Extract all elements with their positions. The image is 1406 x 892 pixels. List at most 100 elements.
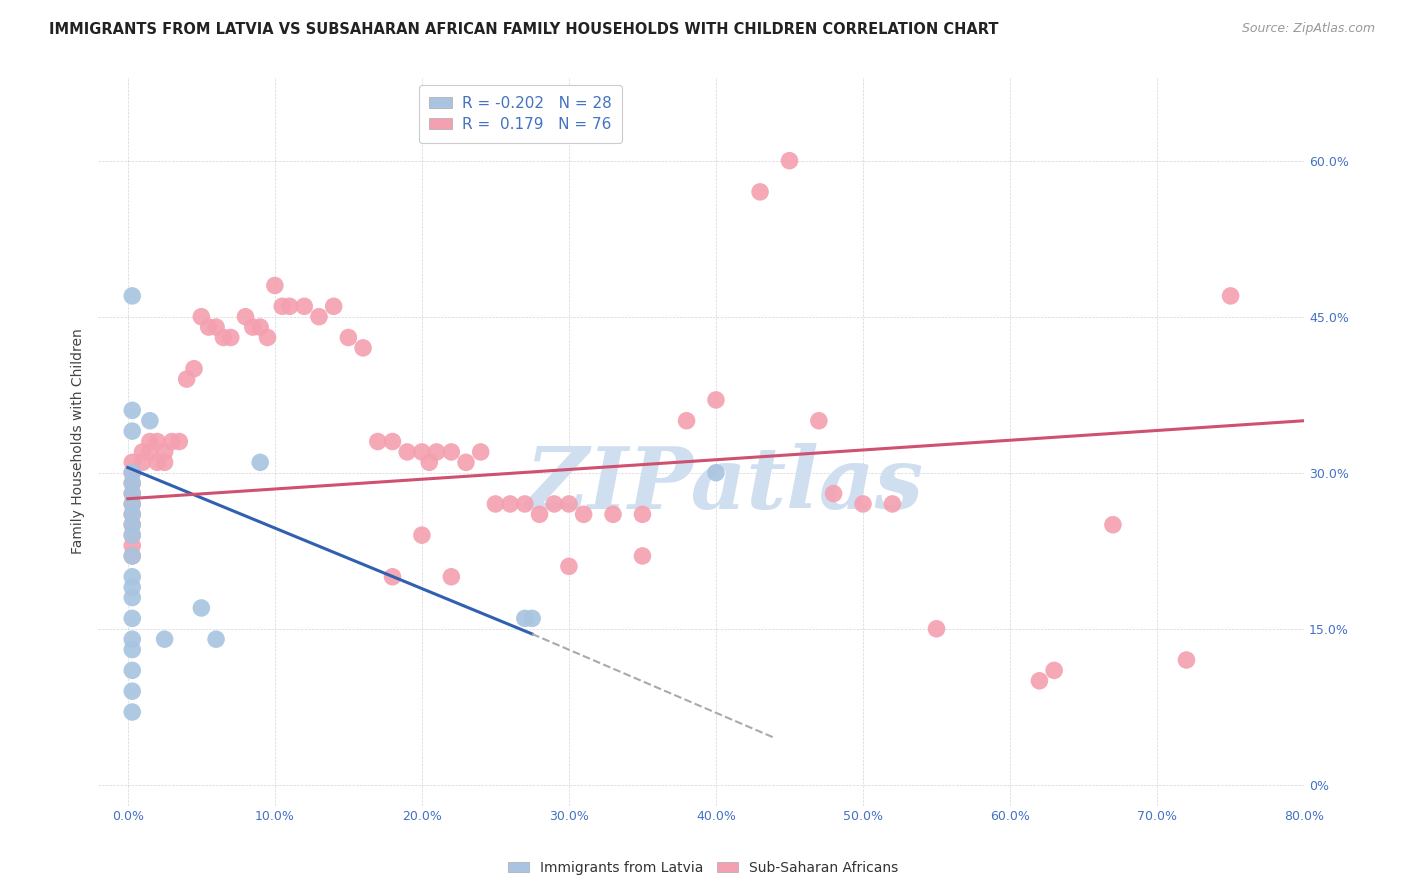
Point bbox=[190, 310, 212, 324]
Point bbox=[807, 414, 830, 428]
Point bbox=[1043, 664, 1066, 678]
Point bbox=[1219, 289, 1241, 303]
Point bbox=[263, 278, 285, 293]
Point bbox=[121, 403, 143, 417]
Point bbox=[499, 497, 522, 511]
Point bbox=[367, 434, 389, 449]
Point bbox=[1028, 673, 1050, 688]
Point bbox=[1175, 653, 1198, 667]
Point bbox=[160, 434, 183, 449]
Text: IMMIGRANTS FROM LATVIA VS SUBSAHARAN AFRICAN FAMILY HOUSEHOLDS WITH CHILDREN COR: IMMIGRANTS FROM LATVIA VS SUBSAHARAN AFR… bbox=[49, 22, 998, 37]
Point bbox=[131, 455, 153, 469]
Point bbox=[572, 508, 595, 522]
Text: Source: ZipAtlas.com: Source: ZipAtlas.com bbox=[1241, 22, 1375, 36]
Point bbox=[146, 434, 169, 449]
Point bbox=[513, 497, 536, 511]
Point bbox=[121, 486, 143, 500]
Point bbox=[139, 414, 162, 428]
Point bbox=[176, 372, 198, 386]
Point bbox=[153, 455, 176, 469]
Point bbox=[212, 330, 235, 344]
Y-axis label: Family Households with Children: Family Households with Children bbox=[72, 328, 86, 555]
Point bbox=[121, 684, 143, 698]
Point bbox=[381, 570, 404, 584]
Point bbox=[121, 517, 143, 532]
Point bbox=[205, 320, 228, 334]
Point bbox=[352, 341, 374, 355]
Point bbox=[278, 299, 301, 313]
Point bbox=[749, 185, 772, 199]
Point bbox=[197, 320, 219, 334]
Point bbox=[426, 445, 449, 459]
Point bbox=[558, 559, 581, 574]
Point bbox=[513, 611, 536, 625]
Legend: R = -0.202   N = 28, R =  0.179   N = 76: R = -0.202 N = 28, R = 0.179 N = 76 bbox=[419, 85, 621, 143]
Point bbox=[381, 434, 404, 449]
Point bbox=[440, 570, 463, 584]
Point bbox=[131, 445, 153, 459]
Point bbox=[153, 445, 176, 459]
Point bbox=[249, 455, 271, 469]
Point bbox=[418, 455, 440, 469]
Point bbox=[153, 632, 176, 647]
Point bbox=[256, 330, 278, 344]
Point bbox=[121, 497, 143, 511]
Point bbox=[121, 517, 143, 532]
Point bbox=[249, 320, 271, 334]
Point bbox=[484, 497, 506, 511]
Point bbox=[121, 476, 143, 491]
Point bbox=[337, 330, 360, 344]
Point bbox=[121, 570, 143, 584]
Point bbox=[470, 445, 492, 459]
Point bbox=[1102, 517, 1125, 532]
Point bbox=[322, 299, 344, 313]
Point bbox=[558, 497, 581, 511]
Point bbox=[454, 455, 477, 469]
Point bbox=[190, 601, 212, 615]
Text: ZIPatlas: ZIPatlas bbox=[526, 443, 924, 527]
Point bbox=[308, 310, 330, 324]
Point bbox=[411, 528, 433, 542]
Point bbox=[146, 455, 169, 469]
Point bbox=[631, 549, 654, 563]
Point bbox=[543, 497, 565, 511]
Point bbox=[121, 508, 143, 522]
Point bbox=[235, 310, 257, 324]
Point bbox=[139, 445, 162, 459]
Legend: Immigrants from Latvia, Sub-Saharan Africans: Immigrants from Latvia, Sub-Saharan Afri… bbox=[502, 855, 904, 880]
Point bbox=[121, 528, 143, 542]
Point bbox=[411, 445, 433, 459]
Point bbox=[704, 392, 727, 407]
Point bbox=[219, 330, 242, 344]
Point bbox=[602, 508, 624, 522]
Point bbox=[121, 705, 143, 719]
Point bbox=[704, 466, 727, 480]
Point bbox=[121, 455, 143, 469]
Point bbox=[852, 497, 875, 511]
Point bbox=[522, 611, 544, 625]
Point bbox=[139, 434, 162, 449]
Point bbox=[121, 289, 143, 303]
Point bbox=[823, 486, 845, 500]
Point bbox=[121, 642, 143, 657]
Point bbox=[631, 508, 654, 522]
Point bbox=[121, 664, 143, 678]
Point bbox=[121, 528, 143, 542]
Point bbox=[396, 445, 419, 459]
Point bbox=[779, 153, 801, 168]
Point bbox=[121, 580, 143, 594]
Point bbox=[169, 434, 191, 449]
Point bbox=[121, 466, 143, 480]
Point bbox=[121, 539, 143, 553]
Point bbox=[121, 424, 143, 438]
Point bbox=[183, 361, 205, 376]
Point bbox=[242, 320, 264, 334]
Point bbox=[121, 632, 143, 647]
Point bbox=[271, 299, 294, 313]
Point bbox=[925, 622, 948, 636]
Point bbox=[529, 508, 551, 522]
Point bbox=[121, 549, 143, 563]
Point bbox=[292, 299, 315, 313]
Point bbox=[440, 445, 463, 459]
Point bbox=[121, 497, 143, 511]
